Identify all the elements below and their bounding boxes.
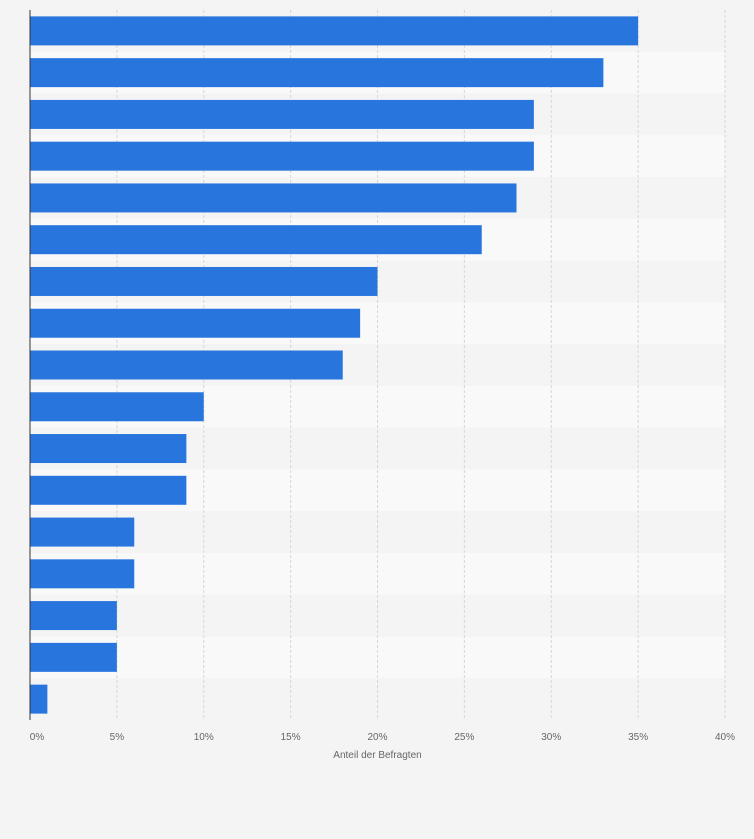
x-tick-label: 40% (715, 732, 735, 743)
bar[interactable] (30, 434, 187, 464)
x-tick-label: 35% (628, 732, 648, 743)
x-tick-label: 15% (281, 732, 301, 743)
x-tick-label: 20% (367, 732, 387, 743)
row-band (30, 678, 725, 720)
bar[interactable] (30, 183, 517, 213)
bar[interactable] (30, 141, 534, 171)
bar[interactable] (30, 601, 117, 631)
bar[interactable] (30, 392, 204, 422)
x-tick-labels: 0% 5% 10% 15% 20% 25% 30% 35% 40% (30, 732, 735, 743)
x-tick-label: 30% (541, 732, 561, 743)
bar[interactable] (30, 475, 187, 505)
bar[interactable] (30, 559, 135, 589)
bar[interactable] (30, 58, 604, 88)
bars (30, 16, 639, 714)
bar[interactable] (30, 517, 135, 547)
bar[interactable] (30, 350, 343, 380)
x-tick-label: 0% (30, 732, 45, 743)
bar[interactable] (30, 266, 378, 296)
bar[interactable] (30, 225, 482, 255)
x-tick-label: 5% (110, 732, 125, 743)
bar[interactable] (30, 16, 639, 46)
bar[interactable] (30, 684, 48, 714)
bar[interactable] (30, 308, 361, 338)
x-tick-label: 25% (454, 732, 474, 743)
x-axis-title: Anteil der Befragten (333, 750, 421, 761)
bar[interactable] (30, 642, 117, 672)
x-tick-label: 10% (194, 732, 214, 743)
bar[interactable] (30, 99, 534, 129)
